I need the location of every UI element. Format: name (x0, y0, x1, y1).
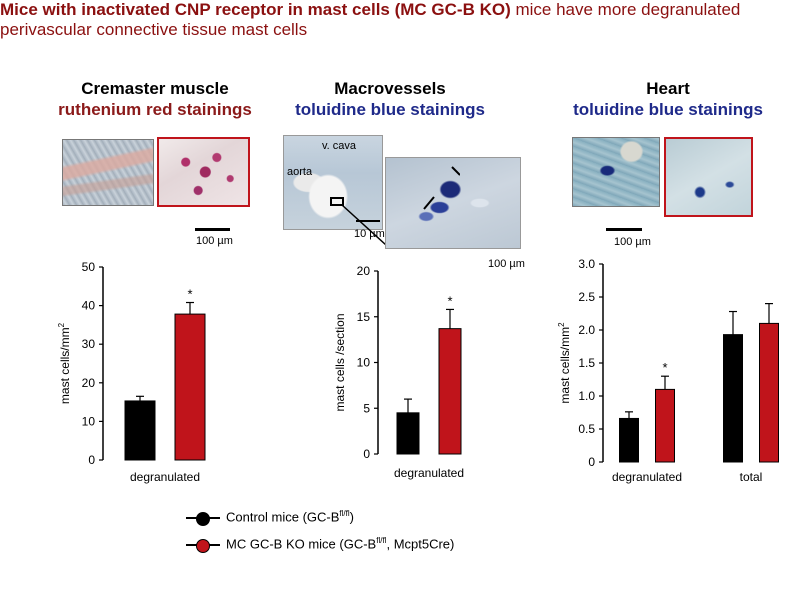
y-tick-label: 1.0 (578, 389, 595, 403)
y-tick-label: 30 (82, 337, 96, 351)
bar (174, 313, 206, 461)
significance-marker: * (662, 360, 667, 375)
zoom-connector (341, 204, 387, 246)
category-label: degranulated (612, 470, 682, 484)
panel-title-cremaster: Cremaster muscle ruthenium red stainings (40, 78, 270, 120)
category-label: degranulated (394, 466, 464, 480)
legend-marker-control (196, 512, 210, 526)
aorta-label: aorta (287, 166, 313, 178)
bar (759, 322, 779, 463)
y-tick-label: 3.0 (578, 257, 595, 271)
scale-bar (195, 228, 230, 231)
headline-rest: mice have more degranulated perivascular… (0, 0, 741, 39)
panel-title-line1: Heart (646, 79, 690, 98)
scale-label: 100 µm (614, 236, 651, 248)
y-tick-label: 0 (88, 453, 95, 467)
legend-item-ko: MC GC-B KO mice (GC-Bfl/fl, Mcpt5Cre) (186, 535, 546, 555)
y-tick-label: 2.0 (578, 323, 595, 337)
y-tick-label: 10 (82, 414, 96, 428)
y-axis-label-superscript: 2 (557, 322, 566, 327)
category-label: total (740, 470, 763, 484)
scale-label-inset: 100 µm (488, 258, 525, 270)
panel-title-line2: toluidine blue stainings (295, 100, 485, 119)
significance-marker: * (187, 287, 192, 302)
bar (619, 417, 639, 463)
legend-label-control: Control mice (GC-Bfl/fl) (226, 509, 354, 525)
y-tick-label: 1.5 (578, 356, 595, 370)
panel-title-macrovessels: Macrovessels toluidine blue stainings (275, 78, 505, 120)
panel-title-heart: Heart toluidine blue stainings (548, 78, 788, 120)
y-tick-label: 50 (82, 260, 96, 274)
headline-bold: Mice with inactivated CNP receptor in ma… (0, 0, 511, 19)
micrograph-heart-control (572, 137, 660, 207)
legend-label-ko: MC GC-B KO mice (GC-Bfl/fl, Mcpt5Cre) (226, 536, 455, 552)
panel-title-line1: Cremaster muscle (81, 79, 229, 98)
figure-headline: Mice with inactivated CNP receptor in ma… (0, 0, 760, 40)
legend-marker-ko (196, 539, 210, 553)
bar (655, 388, 675, 463)
legend: Control mice (GC-Bfl/fl) MC GC-B KO mice… (186, 508, 546, 558)
y-tick-label: 20 (82, 376, 96, 390)
panel-title-line1: Macrovessels (334, 79, 446, 98)
y-tick-label: 40 (82, 299, 96, 313)
bar (438, 328, 462, 455)
scale-label-overview: 10 µm (354, 228, 385, 240)
micrograph-cremaster-ko (157, 137, 250, 207)
y-axis-label-superscript: 2 (57, 322, 66, 327)
panel-title-line2: ruthenium red stainings (58, 100, 252, 119)
y-tick-label: 0.5 (578, 422, 595, 436)
chart-cremaster: 0 10 20 30 40 50 mast cells/mm2 * degranulated (57, 260, 206, 484)
y-tick-label: 0 (363, 447, 370, 461)
y-tick-label: 5 (363, 401, 370, 415)
bar (723, 334, 743, 463)
vcava-label: v. cava (322, 140, 357, 152)
scale-bar (606, 228, 642, 231)
chart-macrovessels: 0 5 10 15 20 mast cells /section * degranulated (333, 264, 464, 480)
y-axis-label: mast cells/mm2 (557, 322, 572, 404)
bar (124, 400, 156, 461)
scale-label: 100 µm (196, 235, 233, 247)
micrograph-cremaster-control (62, 139, 154, 206)
arrow-icon (423, 166, 460, 210)
bar (396, 412, 420, 455)
panel-title-line2: toluidine blue stainings (573, 100, 763, 119)
micrograph-macrovessels-overview (283, 135, 383, 230)
chart-heart: 0 0.5 1.0 1.5 2.0 2.5 3.0 mast cells/mm2 * degran… (557, 257, 779, 484)
y-tick-label: 15 (357, 310, 371, 324)
y-tick-label: 10 (357, 356, 371, 370)
y-axis-label: mast cells /section (333, 313, 347, 411)
zoom-box (330, 197, 344, 206)
y-tick-label: 0 (588, 455, 595, 469)
category-label: degranulated (130, 470, 200, 484)
legend-item-control: Control mice (GC-Bfl/fl) (186, 508, 546, 528)
y-axis-label: mast cells/mm2 (57, 322, 72, 404)
micrograph-heart-ko (664, 137, 753, 217)
significance-marker: * (447, 293, 452, 308)
scale-bar-overview (356, 220, 380, 222)
y-tick-label: 20 (357, 264, 371, 278)
y-tick-label: 2.5 (578, 290, 595, 304)
micrograph-macrovessels-inset (385, 157, 521, 249)
